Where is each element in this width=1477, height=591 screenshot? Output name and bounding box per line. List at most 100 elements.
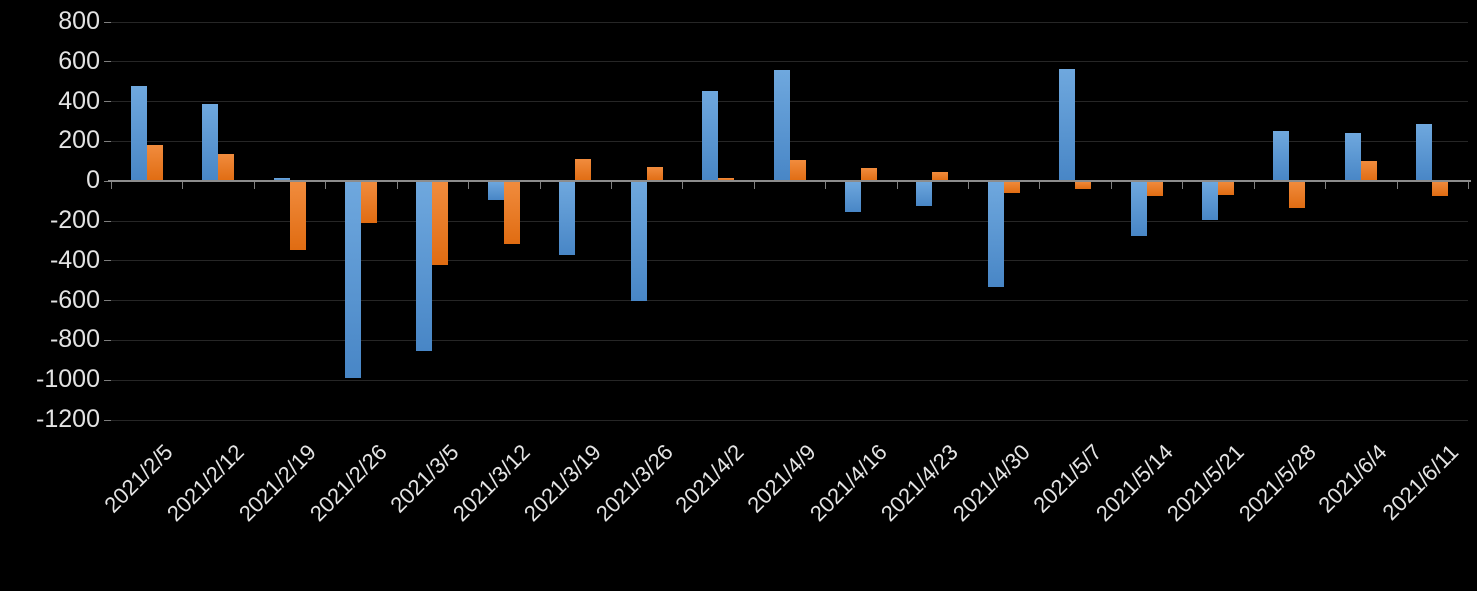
bar-series2 [860,168,877,182]
bar-series1 [487,181,504,201]
x-axis-tick [539,182,541,190]
bar-series1 [202,103,219,182]
bar-series1 [1273,131,1290,182]
bar-series2 [1360,161,1377,182]
bar-series2 [218,154,235,182]
bar-series1 [773,69,790,182]
bar-series2 [503,181,520,244]
bar-series1 [916,181,933,207]
x-axis-label: 2021/2/19 [233,439,321,527]
x-axis-label: 2021/2/12 [162,439,250,527]
bar-series1 [130,85,147,182]
gridline [111,339,1468,341]
bar-series1 [844,181,861,213]
gridline [111,101,1468,103]
bar-series2 [1432,181,1449,197]
x-axis-label: 2021/2/26 [305,439,392,527]
y-axis-tick [104,101,111,103]
x-axis-tick [753,182,755,190]
x-axis-label: 2021/5/14 [1090,439,1178,527]
x-axis-tick [325,182,327,190]
x-axis-label: 2021/5/21 [1162,439,1250,527]
y-axis-tick [104,260,111,262]
bar-series1 [1344,133,1361,182]
y-axis-tick [104,419,111,421]
gridline [111,300,1468,302]
bar-series2 [1146,181,1163,197]
x-axis-label: 2021/3/19 [519,439,607,527]
bar-series1 [1202,181,1219,220]
x-axis-label: 2021/4/30 [947,439,1035,527]
bar-series2 [575,159,592,182]
bar-series1 [987,181,1004,287]
x-axis-tick [896,182,898,190]
y-axis-label: 600 [58,46,100,75]
bar-series2 [360,181,377,223]
bar-series2 [146,145,163,182]
gridline [111,61,1468,63]
y-axis-tick [104,339,111,341]
bar-series2 [718,178,735,182]
y-axis-tick [104,61,111,63]
gridline [111,21,1468,23]
gridline [111,419,1468,421]
y-axis-label: 800 [58,7,100,35]
bar-series2 [1218,181,1235,196]
y-axis-tick [104,220,111,222]
y-axis-label: 200 [58,126,100,155]
bar-series2 [289,181,306,250]
x-axis-tick [682,182,684,190]
x-axis-tick [1325,182,1327,190]
bar-series2 [646,167,663,182]
x-axis-label: 2021/5/28 [1233,439,1321,527]
bar-series1 [344,181,361,379]
y-axis-label: 400 [58,86,100,115]
x-axis-label: 2021/4/2 [670,439,750,518]
x-axis-tick [1396,182,1398,190]
x-axis-label: 2021/4/23 [876,439,964,527]
x-axis-label: 2021/3/26 [590,439,678,527]
gridline [111,220,1468,222]
y-axis-label: -800 [49,325,100,354]
x-axis-tick [1182,182,1184,190]
bar-series1 [416,181,433,352]
x-axis-tick [1253,182,1255,190]
y-axis-tick [104,300,111,302]
bar-series2 [1289,181,1306,209]
x-axis-tick [1468,182,1469,190]
y-axis-label: -600 [49,285,100,314]
x-axis-tick [182,182,184,190]
gridline [111,140,1468,142]
x-axis-tick [253,182,255,190]
gridline [111,260,1468,262]
x-axis-line [108,180,1471,183]
x-axis-tick [1110,182,1112,190]
x-axis-label: 2021/3/12 [447,439,535,527]
bar-series1 [1059,68,1076,182]
bar-series1 [1130,181,1147,236]
bar-series1 [630,181,647,301]
bar-series2 [1003,181,1020,194]
x-axis-tick [468,182,470,190]
gridline [111,379,1468,381]
x-axis-tick [111,182,112,190]
x-axis-tick [396,182,398,190]
x-axis-tick [825,182,827,190]
bar-series1 [559,181,576,255]
y-axis-label: -200 [49,206,100,234]
bar-series2 [1075,181,1092,190]
bar-series2 [932,172,949,182]
x-axis-tick [1039,182,1041,190]
bar-series1 [273,178,290,182]
bar-series1 [702,90,719,182]
x-axis-tick [968,182,970,190]
y-axis-tick [104,21,111,23]
y-axis-tick [104,379,111,381]
bar-series2 [789,160,806,182]
y-axis-label: -1200 [36,405,100,433]
y-axis-tick [104,140,111,142]
bar-series2 [432,181,449,265]
x-axis-label: 2021/4/16 [805,439,892,527]
bar-series1 [1416,124,1433,182]
